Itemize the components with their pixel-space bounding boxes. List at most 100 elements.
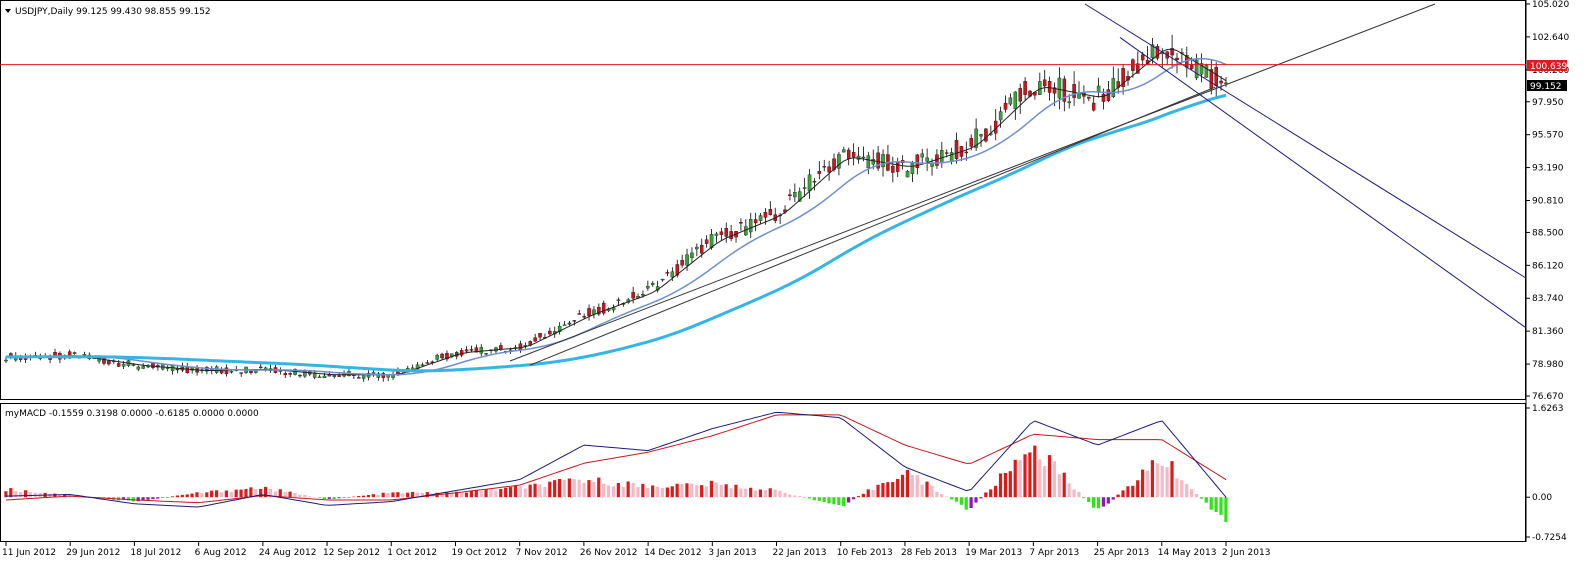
macd-tick-label: -0.7254 (1532, 533, 1567, 543)
price-tick-label: 83.740 (1532, 294, 1564, 304)
macd-histogram-bar (1170, 461, 1174, 498)
macd-histogram-bar (450, 493, 454, 498)
macd-histogram-bar (440, 493, 444, 498)
macd-histogram-bar (1047, 455, 1052, 498)
candle-body (376, 373, 381, 378)
candle-body (650, 282, 655, 285)
macd-histogram-bar (136, 497, 140, 502)
macd-histogram-bar (729, 488, 733, 498)
candle-body (131, 364, 136, 366)
macd-histogram-bar (484, 489, 488, 498)
candle-body (283, 373, 288, 376)
candle-body (891, 165, 895, 173)
candle-body (435, 355, 439, 360)
candle-body (121, 363, 126, 367)
macd-histogram-bar (905, 469, 910, 498)
candle-body (1038, 81, 1042, 95)
macd-histogram-bar (807, 497, 812, 499)
macd-histogram-bar (1219, 497, 1223, 515)
macd-histogram-bar (1116, 494, 1120, 498)
candle-body (680, 260, 684, 266)
macd-histogram-bar (935, 491, 939, 498)
candle-body (685, 254, 689, 266)
macd-histogram-bar (1008, 471, 1012, 498)
macd-histogram-bar (327, 497, 331, 499)
macd-histogram-bar (655, 486, 660, 498)
macd-histogram-bar (1131, 485, 1135, 498)
macd-histogram-bar (685, 483, 689, 498)
candle-body (969, 137, 973, 147)
macd-histogram-bar (998, 473, 1003, 498)
macd-histogram-bar (1185, 483, 1189, 498)
macd-histogram-bar (337, 497, 341, 499)
candle-body (464, 349, 469, 352)
macd-histogram-bar (278, 489, 282, 498)
date-tick-label: 6 Aug 2012 (195, 548, 247, 558)
macd-histogram-bar (1028, 452, 1032, 498)
candle-body (665, 272, 670, 274)
macd-histogram-bar (881, 483, 885, 498)
macd-histogram-bar (1096, 497, 1101, 509)
macd-histogram-bar (479, 490, 483, 498)
macd-histogram-bar (1126, 486, 1130, 498)
macd-histogram-bar (562, 479, 567, 498)
macd-histogram-bar (165, 497, 170, 498)
candle-body (812, 180, 817, 183)
macd-histogram-bar (900, 474, 905, 498)
candle-body (72, 352, 77, 354)
candle-body (141, 366, 145, 369)
macd-histogram-bar (23, 490, 28, 498)
candle-body (1052, 87, 1057, 94)
macd-histogram-bar (28, 492, 32, 498)
macd-histogram-bar (508, 487, 513, 498)
candle-body (415, 364, 420, 370)
macd-histogram-bar (753, 490, 758, 498)
candle-body (699, 244, 704, 254)
candle-body (944, 152, 949, 154)
candle-body (1087, 96, 1091, 99)
candle-body (1219, 80, 1223, 84)
candle-body (695, 246, 699, 250)
candle-body (1047, 80, 1052, 93)
macd-histogram-bar (263, 486, 268, 498)
price-tick-label: 102.640 (1532, 33, 1569, 43)
macd-histogram-bar (1057, 474, 1061, 498)
ma-mid-line (6, 57, 1227, 376)
macd-histogram-bar (763, 489, 767, 498)
macd-histogram-bar (925, 481, 929, 498)
macd-header: myMACD -0.1559 0.3198 0.0000 -0.6185 0.0… (5, 409, 259, 419)
candle-body (842, 149, 846, 153)
candle-body (660, 278, 665, 281)
channel-line-upper (1084, 3, 1527, 279)
macd-histogram-bar (376, 494, 380, 498)
macd-histogram-bar (474, 490, 478, 498)
macd-histogram-bar (533, 483, 537, 498)
macd-histogram-bar (170, 496, 175, 498)
macd-histogram-bar (847, 497, 851, 503)
macd-histogram-bar (979, 497, 983, 499)
macd-histogram-bar (538, 484, 542, 498)
macd-histogram-bar (371, 494, 375, 498)
macd-histogram-bar (1092, 497, 1096, 508)
price-panel-frame (0, 0, 1526, 400)
macd-histogram-bar (1214, 497, 1218, 513)
candle-body (249, 370, 253, 373)
macd-panel-frame (0, 403, 1526, 542)
candle-body (420, 364, 425, 366)
candle-body (597, 306, 601, 315)
macd-histogram-bar (910, 474, 914, 498)
candle-body (646, 286, 650, 289)
macd-histogram-bar (1062, 472, 1066, 498)
macd-histogram-bar (616, 483, 620, 498)
macd-histogram-bar (572, 479, 576, 498)
macd-histogram-bar (528, 484, 532, 498)
candle-body (484, 353, 488, 355)
candle-body (425, 362, 430, 364)
macd-histogram-bar (200, 492, 204, 498)
candle-body (1199, 63, 1204, 75)
macd-histogram-bar (567, 478, 571, 498)
macd-histogram-bar (469, 490, 473, 498)
macd-histogram-bar (749, 487, 753, 498)
candle-body (876, 152, 880, 169)
dropdown-triangle-icon[interactable] (5, 9, 11, 13)
